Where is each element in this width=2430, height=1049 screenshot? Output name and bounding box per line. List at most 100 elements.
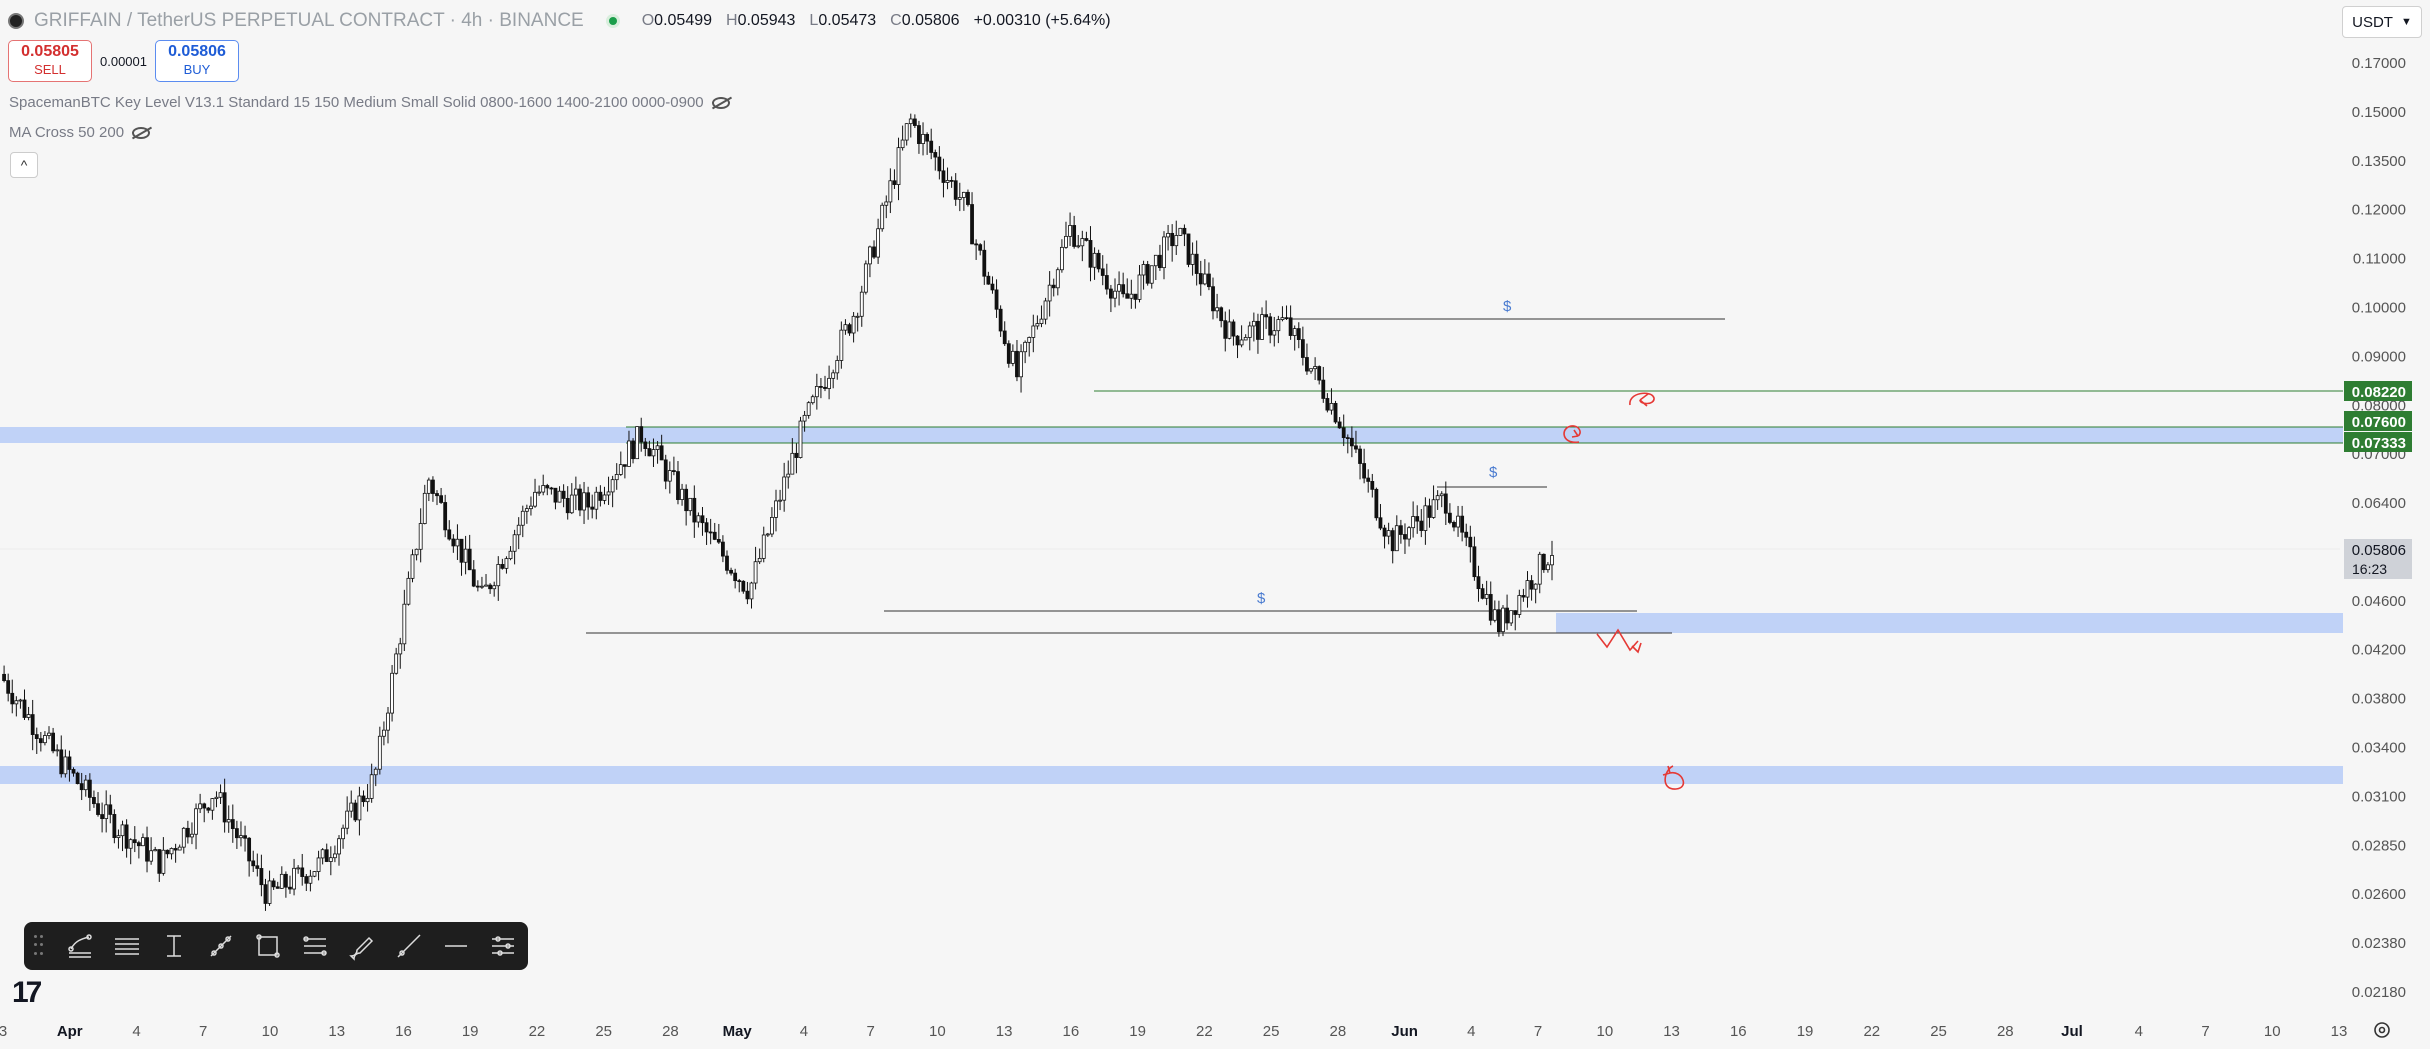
candle-body — [1198, 273, 1203, 285]
candle-body — [982, 249, 987, 277]
candle-body — [925, 133, 930, 142]
candle-body — [614, 474, 619, 481]
candle-body — [639, 426, 644, 443]
candle-body — [1447, 512, 1452, 523]
candle-body — [1047, 284, 1052, 302]
time-axis[interactable]: 3 Apr 4 7 10 13 16 19 22 25 28 May 4 7 10 13 16 19 22 25 28 J… — [0, 1023, 2347, 1040]
brush-icon[interactable] — [338, 926, 385, 966]
candle-body — [1443, 493, 1448, 514]
rectangle-icon[interactable] — [244, 926, 291, 966]
candle-body — [1223, 320, 1228, 339]
candle-body — [823, 386, 827, 389]
candle-body — [1501, 607, 1505, 633]
time-tick-label: 25 — [595, 1023, 612, 1040]
sell-button[interactable]: 0.05805 SELL — [8, 40, 92, 82]
candle-body — [729, 569, 733, 574]
indicator-label: MA Cross 50 200 — [9, 124, 125, 141]
candle-body — [561, 490, 566, 499]
candle-body — [1488, 594, 1493, 621]
candle-body — [774, 500, 778, 518]
indicator-row[interactable]: MA Cross 50 200 — [9, 124, 151, 141]
candle-body — [463, 548, 468, 563]
current-price-box — [2344, 539, 2412, 579]
time-tick-label: 19 — [462, 1023, 479, 1040]
candle-body — [1276, 319, 1281, 332]
time-tick-label: 4 — [800, 1023, 808, 1040]
candle-body — [1460, 515, 1465, 533]
price-tick-label: 0.03800 — [2352, 691, 2406, 708]
gear-icon[interactable] — [2372, 1020, 2392, 1040]
candle-body — [1309, 368, 1313, 372]
candle-body — [598, 491, 603, 501]
candle-body — [1533, 583, 1538, 590]
buy-button[interactable]: 0.05806 BUY — [155, 40, 239, 82]
candle-body — [1497, 609, 1501, 633]
price-tick-label: 0.13500 — [2352, 153, 2406, 170]
candle-body — [676, 471, 680, 500]
candle-body — [459, 538, 464, 563]
candle-body — [218, 792, 223, 798]
candle-body — [1043, 300, 1048, 320]
candle-body — [1194, 253, 1199, 274]
candle-body — [1550, 555, 1554, 566]
time-tick-label: 25 — [1263, 1023, 1280, 1040]
candle-body — [394, 653, 399, 674]
candle-body — [1129, 293, 1134, 299]
collapse-indicators-button[interactable]: ^ — [10, 152, 38, 178]
candle-body — [557, 490, 562, 503]
candle-body — [594, 491, 599, 510]
candle-body — [1166, 232, 1170, 238]
range-icon[interactable] — [291, 926, 338, 966]
candle-body — [696, 515, 701, 523]
time-tick-label: 19 — [1129, 1023, 1146, 1040]
candle-body — [1480, 588, 1485, 599]
candle-body — [533, 491, 537, 507]
market-status-icon[interactable] — [605, 14, 620, 28]
candle-body — [320, 849, 325, 859]
candle-body — [831, 372, 836, 379]
candle-body — [655, 445, 660, 450]
chevron-up-icon: ^ — [20, 157, 28, 173]
time-tick-label: 16 — [395, 1023, 412, 1040]
price-tick-label: 0.06400 — [2352, 495, 2406, 512]
candle-body — [827, 377, 831, 389]
candle-body — [239, 835, 243, 839]
candle-body — [847, 324, 852, 334]
candle-body — [202, 803, 207, 809]
candle-body — [1002, 330, 1007, 345]
symbol-logo-icon[interactable] — [8, 13, 24, 29]
candle-body — [426, 479, 431, 494]
candle-body — [814, 386, 819, 398]
indicator-row[interactable]: SpacemanBTC Key Level V13.1 Standard 15 … — [9, 94, 730, 111]
candle-body — [1219, 307, 1224, 322]
candle-body — [14, 700, 19, 705]
candle-body — [1243, 337, 1248, 341]
candle-body — [451, 538, 456, 547]
candle-body — [1264, 314, 1269, 318]
hide-eye-icon[interactable] — [711, 96, 730, 109]
text-cursor-icon[interactable] — [150, 926, 197, 966]
candle-body — [1415, 516, 1420, 522]
red-arrow-low — [1662, 765, 1685, 790]
time-tick-label: 4 — [2135, 1023, 2143, 1040]
candle-body — [770, 516, 774, 535]
price-tick-label: 0.15000 — [2352, 104, 2406, 121]
hide-eye-icon[interactable] — [132, 126, 151, 139]
horizontal-ray-icon[interactable] — [432, 926, 479, 966]
candle-body — [431, 479, 435, 494]
candle-body — [377, 735, 382, 770]
trend-line-icon[interactable] — [197, 926, 244, 966]
drag-handle-icon[interactable] — [34, 935, 46, 957]
currency-value: USDT — [2352, 13, 2393, 31]
candle-body — [198, 803, 203, 810]
currency-select[interactable]: USDT ▼ — [2342, 6, 2422, 38]
horizontal-lines-icon[interactable] — [103, 926, 150, 966]
template-tool-icon[interactable] — [56, 926, 103, 966]
ray-line-icon[interactable] — [385, 926, 432, 966]
symbol-title[interactable]: GRIFFAIN / TetherUS PERPETUAL CONTRACT ·… — [34, 10, 584, 31]
settings-list-icon[interactable] — [479, 926, 526, 966]
tradingview-logo[interactable]: 17 — [12, 976, 42, 1009]
candle-body — [806, 402, 811, 416]
candle-body — [1517, 595, 1522, 615]
